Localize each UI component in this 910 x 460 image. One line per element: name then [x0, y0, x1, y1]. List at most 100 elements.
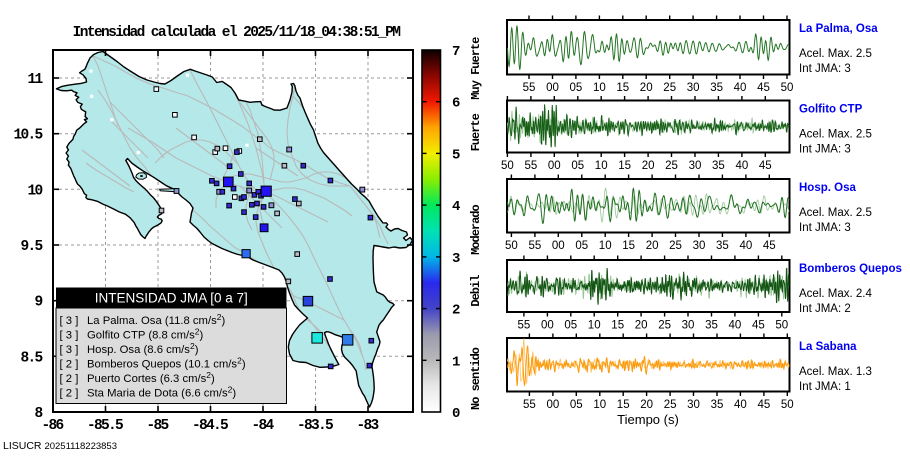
svg-text:10: 10: [593, 399, 606, 411]
svg-text:20: 20: [640, 399, 653, 411]
svg-text:No sentido: No sentido: [469, 347, 483, 410]
svg-text:05: 05: [564, 320, 577, 332]
svg-text:0: 0: [452, 406, 460, 422]
svg-text:Acel. Max. 2.5: Acel. Max. 2.5: [799, 129, 872, 141]
svg-text:3: 3: [452, 251, 460, 267]
svg-text:Int JMA: 3: Int JMA: 3: [799, 63, 851, 75]
svg-text:05: 05: [570, 82, 583, 94]
svg-text:55: 55: [529, 240, 542, 252]
svg-text:35: 35: [712, 160, 725, 172]
svg-text:00: 00: [548, 160, 561, 172]
svg-text:Debil: Debil: [469, 275, 483, 307]
svg-text:15: 15: [617, 399, 630, 411]
svg-text:[ 3 ]Golfito CTP (8.8 cm/s2): [ 3 ] Golfito CTP (8.8 cm/s2): [60, 327, 204, 342]
svg-text:15: 15: [611, 320, 624, 332]
svg-text:Moderado: Moderado: [469, 204, 483, 254]
svg-text:Intensidad calculada el 2025/1: Intensidad calculada el 2025/11/18_04:38…: [73, 25, 401, 41]
svg-text:1: 1: [452, 354, 460, 370]
svg-text:10: 10: [593, 82, 606, 94]
svg-text:Hosp. Osa: Hosp. Osa: [799, 182, 856, 194]
svg-text:00: 00: [541, 320, 554, 332]
svg-text:30: 30: [687, 399, 700, 411]
svg-text:00: 00: [546, 82, 559, 94]
svg-text:00: 00: [547, 399, 560, 411]
svg-text:Acel. Max. 2.5: Acel. Max. 2.5: [799, 48, 872, 60]
svg-text:-83.5: -83.5: [297, 418, 333, 434]
svg-text:4: 4: [452, 199, 460, 215]
svg-text:50: 50: [775, 320, 788, 332]
svg-text:25: 25: [664, 399, 677, 411]
svg-text:20: 20: [640, 82, 653, 94]
svg-text:35: 35: [705, 320, 718, 332]
svg-text:[ 2 ]Bomberos Quepos (10.1 cm/: [ 2 ] Bomberos Quepos (10.1 cm/s2): [60, 356, 246, 371]
svg-text:05: 05: [575, 240, 588, 252]
svg-text:-84: -84: [251, 418, 274, 434]
svg-text:Golfito CTP: Golfito CTP: [799, 104, 863, 116]
svg-text:2: 2: [452, 303, 460, 319]
svg-text:35: 35: [711, 399, 724, 411]
svg-text:40: 40: [736, 160, 749, 172]
svg-text:LISUCR 20251118223853: LISUCR 20251118223853: [3, 440, 117, 452]
svg-text:Acel. Max. 1.3: Acel. Max. 1.3: [799, 366, 872, 378]
svg-text:30: 30: [682, 320, 695, 332]
svg-text:Bomberos Quepos: Bomberos Quepos: [799, 263, 902, 275]
svg-text:-84.5: -84.5: [192, 418, 228, 434]
svg-text:50: 50: [781, 82, 794, 94]
svg-text:40: 40: [734, 82, 747, 94]
svg-text:55: 55: [525, 160, 538, 172]
svg-text:25: 25: [663, 82, 676, 94]
svg-text:20: 20: [635, 320, 648, 332]
svg-text:45: 45: [758, 399, 771, 411]
svg-text:50: 50: [501, 160, 514, 172]
svg-text:-86: -86: [41, 418, 63, 434]
svg-text:45: 45: [752, 320, 765, 332]
svg-text:[ 3 ]La Palma. Osa (11.8 cm/s2: [ 3 ] La Palma. Osa (11.8 cm/s2): [60, 312, 226, 327]
svg-text:20: 20: [642, 160, 655, 172]
svg-text:20: 20: [646, 240, 659, 252]
svg-text:9.5: 9.5: [20, 239, 42, 255]
svg-text:15: 15: [622, 240, 635, 252]
svg-text:55: 55: [518, 320, 531, 332]
svg-text:55: 55: [523, 399, 536, 411]
svg-text:25: 25: [665, 160, 678, 172]
svg-text:Fuerte: Fuerte: [469, 113, 483, 151]
svg-text:45: 45: [759, 160, 772, 172]
svg-text:-85: -85: [146, 418, 168, 434]
svg-text:10: 10: [588, 320, 601, 332]
svg-text:25: 25: [658, 320, 671, 332]
svg-text:La Palma, Osa: La Palma, Osa: [799, 23, 878, 35]
svg-text:Tiempo (s): Tiempo (s): [617, 412, 679, 427]
svg-text:45: 45: [757, 82, 770, 94]
svg-text:-85.5: -85.5: [87, 418, 123, 434]
svg-text:Int JMA: 1: Int JMA: 1: [799, 381, 851, 393]
svg-text:35: 35: [710, 82, 723, 94]
svg-text:10: 10: [27, 183, 42, 199]
svg-text:15: 15: [618, 160, 631, 172]
svg-text:9: 9: [34, 295, 42, 311]
svg-text:Acel. Max. 2.5: Acel. Max. 2.5: [799, 207, 872, 219]
svg-text:50: 50: [781, 399, 794, 411]
svg-text:Muy Fuerte: Muy Fuerte: [469, 37, 483, 100]
svg-text:10.5: 10.5: [13, 128, 42, 144]
svg-text:7: 7: [452, 44, 460, 60]
svg-text:05: 05: [571, 160, 584, 172]
svg-text:La Sabana: La Sabana: [799, 341, 857, 353]
svg-text:05: 05: [570, 399, 583, 411]
svg-text:25: 25: [669, 240, 682, 252]
svg-text:15: 15: [616, 82, 629, 94]
svg-text:45: 45: [763, 240, 776, 252]
svg-text:Int JMA: 3: Int JMA: 3: [799, 222, 851, 234]
svg-text:30: 30: [689, 160, 702, 172]
svg-text:11: 11: [27, 72, 43, 88]
svg-text:10: 10: [599, 240, 612, 252]
svg-text:[ 3 ]Hosp. Osa (8.6 cm/s2): [ 3 ] Hosp. Osa (8.6 cm/s2): [60, 341, 199, 356]
svg-text:[ 2 ]Puerto Cortes (6.3 cm/s2): [ 2 ] Puerto Cortes (6.3 cm/s2): [60, 370, 216, 385]
svg-text:8.5: 8.5: [20, 350, 42, 366]
svg-text:30: 30: [687, 82, 700, 94]
svg-text:6: 6: [452, 96, 460, 112]
svg-text:40: 40: [729, 320, 742, 332]
svg-text:30: 30: [693, 240, 706, 252]
svg-text:55: 55: [523, 82, 536, 94]
svg-text:10: 10: [595, 160, 608, 172]
svg-text:[ 2 ]Sta Maria de Dota (6.6 cm: [ 2 ] Sta Maria de Dota (6.6 cm/s2): [60, 384, 237, 399]
